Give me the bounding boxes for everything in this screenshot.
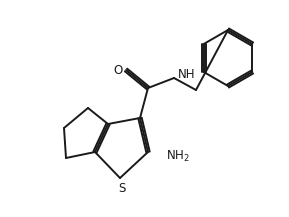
Text: O: O [113, 64, 123, 77]
Text: NH: NH [178, 67, 195, 81]
Text: S: S [118, 181, 126, 194]
Text: NH$_2$: NH$_2$ [166, 148, 190, 164]
